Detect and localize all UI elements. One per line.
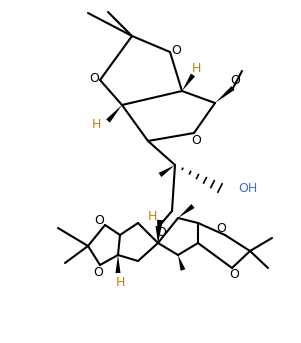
- Text: O: O: [156, 225, 166, 238]
- Text: O: O: [216, 223, 226, 236]
- Polygon shape: [182, 74, 195, 91]
- Text: OH: OH: [238, 181, 257, 194]
- Text: O: O: [89, 71, 99, 84]
- Polygon shape: [106, 105, 122, 123]
- Polygon shape: [178, 255, 185, 271]
- Polygon shape: [157, 220, 163, 243]
- Text: H: H: [147, 210, 157, 223]
- Text: O: O: [171, 44, 181, 57]
- Text: O: O: [191, 134, 201, 147]
- Text: H: H: [191, 61, 201, 74]
- Polygon shape: [156, 226, 160, 243]
- Polygon shape: [215, 86, 234, 103]
- Text: H: H: [91, 118, 101, 130]
- Text: H: H: [115, 276, 125, 289]
- Polygon shape: [116, 255, 120, 273]
- Text: O: O: [94, 213, 104, 226]
- Text: O: O: [93, 265, 103, 279]
- Polygon shape: [178, 204, 194, 218]
- Text: O: O: [229, 269, 239, 282]
- Text: O: O: [230, 73, 240, 86]
- Polygon shape: [159, 165, 175, 177]
